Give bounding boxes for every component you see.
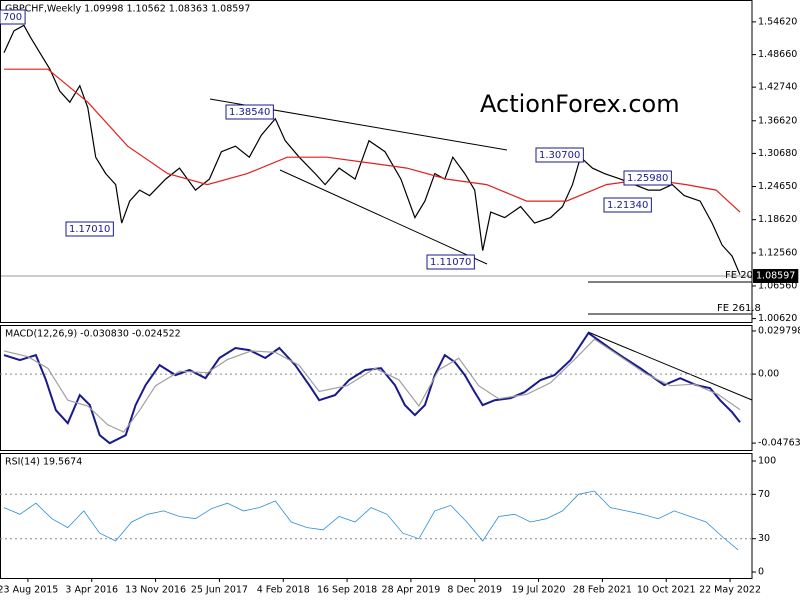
x-tick-label: 19 Jul 2020 [512,585,566,596]
series-line [3,338,741,433]
x-tick-label: 28 Feb 2021 [573,585,632,596]
y-tick-label: 1.12560 [758,247,797,258]
annotation-box [535,147,584,163]
y-tick-label: 100 [758,455,776,466]
y-tick-label: 1.06560 [758,280,797,291]
y-tick-label: 1.48660 [758,49,797,60]
annotation-box [753,269,799,283]
x-tick-label: 4 Feb 2018 [257,585,310,596]
panel-frame [0,0,753,323]
annotation: 1.21340 [607,200,648,211]
y-tick-label: 0.029798 [758,325,800,336]
trendline [587,331,753,401]
series-line [3,490,739,551]
x-tick-label: 23 Aug 2015 [0,585,58,596]
x-tick-label: 3 Apr 2016 [65,585,118,596]
annotation: FE 200 [725,270,759,281]
annotation: 1.38540 [229,107,270,118]
annotation-box [426,254,475,270]
y-tick-label: 1.30680 [758,148,797,159]
y-tick-label: 1.42740 [758,82,797,93]
x-tick-label: 10 Oct 2021 [637,585,696,596]
annotation-box [603,197,652,213]
annotation-box [225,104,274,120]
y-tick-label: 1.36620 [758,115,797,126]
annotation-box [0,9,26,25]
annotation: 1.30700 [539,150,580,161]
panel-title: GBPCHF,Weekly 1.09998 1.10562 1.08363 1.… [5,4,250,15]
y-tick-label: 1.54620 [758,16,797,27]
x-tick-label: 16 Sep 2018 [317,585,377,596]
x-tick-label: 22 May 2022 [699,585,761,596]
panel-frame [0,453,753,579]
annotation: 1.08597 [756,271,795,282]
annotation: 1.17010 [69,224,110,235]
panel-title: MACD(12,26,9) -0.030830 -0.024522 [5,329,181,340]
y-tick-label: 1.24650 [758,181,797,192]
y-tick-label: 0 [758,567,764,578]
y-tick-label: 0.00 [758,369,779,380]
x-tick-label: 28 Apr 2019 [382,585,441,596]
watermark: ActionForex.com [480,90,680,118]
y-tick-label: 1.00620 [758,313,797,324]
series-line [3,24,741,275]
panel-frame [0,325,753,451]
y-tick-label: 1.18620 [758,214,797,225]
y-tick-label: 70 [758,489,770,500]
annotation: 1.25980 [627,173,668,184]
y-tick-label: 30 [758,533,770,544]
x-tick-label: 25 Jun 2017 [191,585,248,596]
annotation: 1.11070 [430,257,471,268]
series-line [3,331,741,445]
panel-title: RSI(14) 19.5674 [5,457,82,468]
annotation: FE 261.8 [717,303,761,314]
x-tick-label: 8 Dec 2019 [447,585,502,596]
y-tick-label: -0.047637 [758,438,800,449]
trendline [279,169,488,265]
annotation-box [623,170,672,186]
x-tick-label: 13 Nov 2016 [125,585,186,596]
annotation-box [65,221,114,237]
annotation: 700 [3,12,22,23]
